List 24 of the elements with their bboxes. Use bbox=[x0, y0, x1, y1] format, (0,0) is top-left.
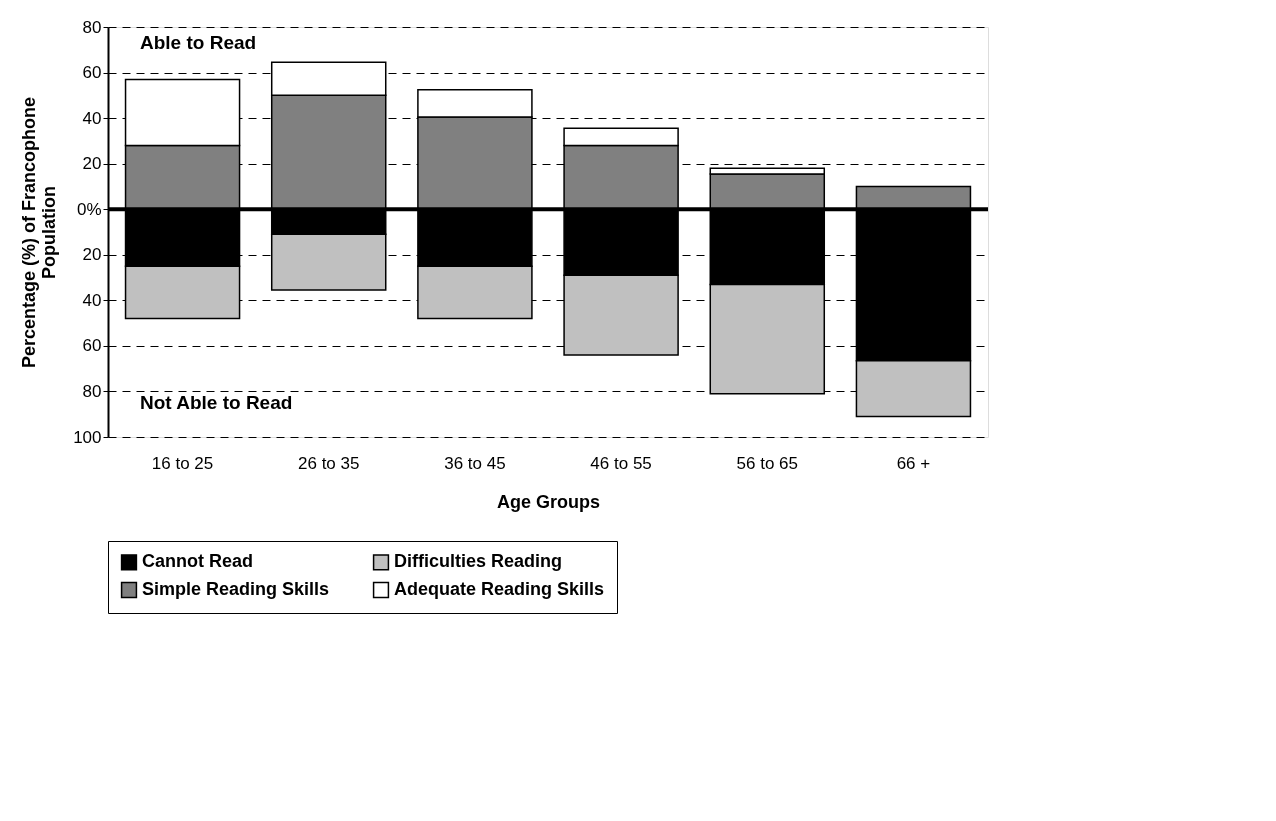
legend-label: Difficulties Reading bbox=[394, 551, 563, 572]
y-tick-label: 40 bbox=[82, 108, 102, 128]
x-tick-label: 26 to 35 bbox=[298, 453, 360, 473]
legend-label: Simple Reading Skills bbox=[142, 579, 330, 599]
y-tick-label: 20 bbox=[82, 154, 102, 174]
y-tick-label: 60 bbox=[82, 63, 102, 83]
x-tick-label: 36 to 45 bbox=[444, 453, 506, 473]
y-tick-label: 0% bbox=[76, 199, 102, 219]
y-tick-label: 80 bbox=[82, 17, 102, 37]
x-tick-label: 66 + bbox=[896, 453, 931, 473]
y-tick-label: 80 bbox=[82, 381, 102, 401]
annotation: Not Able to Read bbox=[140, 392, 293, 413]
y-tick-label: 100 bbox=[73, 427, 102, 447]
x-tick-label: 56 to 65 bbox=[736, 453, 798, 473]
annotation: Able to Read bbox=[140, 32, 257, 53]
x-tick-label: 46 to 55 bbox=[590, 453, 652, 473]
legend-label: Cannot Read bbox=[142, 551, 254, 572]
x-tick-label: 16 to 25 bbox=[151, 453, 214, 473]
legend-label: Adequate Reading Skills bbox=[394, 579, 605, 599]
y-tick-label: 20 bbox=[82, 245, 102, 265]
y-tick-label: 60 bbox=[82, 336, 102, 356]
y-tick-label: 40 bbox=[82, 290, 102, 310]
y-axis-title: Percentage (%) of Francophone Population bbox=[19, 96, 60, 369]
x-axis-title: Age Groups bbox=[496, 491, 601, 512]
